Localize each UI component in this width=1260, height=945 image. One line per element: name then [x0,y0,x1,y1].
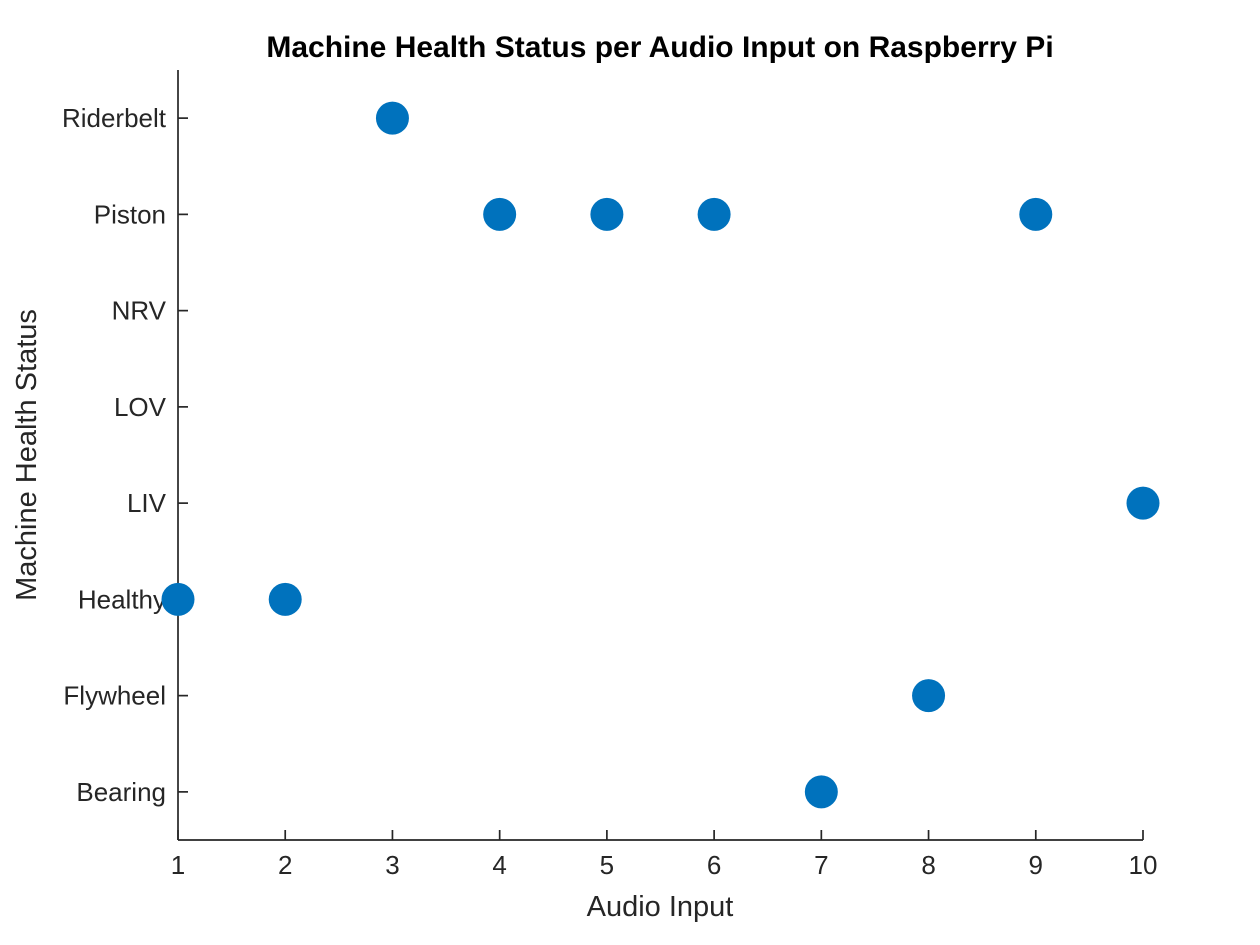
x-axis-label: Audio Input [587,891,734,923]
scatter-point [1126,486,1160,520]
x-tick-label: 2 [278,850,292,880]
y-tick-label: NRV [112,296,167,326]
x-tick-label: 9 [1029,850,1043,880]
scatter-point [804,775,838,809]
y-tick-labels: Riderbelt Piston NRV LOV LIV Healthy Flywheel B… [62,103,167,807]
x-tick-label: 5 [600,850,614,880]
x-tick-label: 7 [814,850,828,880]
scatter-point [590,197,624,231]
x-tick-label: 4 [492,850,506,880]
data-points [161,101,1160,809]
x-tick-label: 3 [385,850,399,880]
y-tick-label: Healthy [78,584,166,614]
x-tick-label: 6 [707,850,721,880]
x-tick-labels: 1 2 3 4 5 6 7 8 9 10 [171,850,1158,880]
y-tick-label: LOV [114,392,167,422]
chart-title: Machine Health Status per Audio Input on… [266,31,1053,64]
scatter-point [1019,197,1053,231]
y-tick-label: Riderbelt [62,103,167,133]
scatter-point [375,101,409,135]
scatter-point [268,582,302,616]
y-tick-label: Bearing [76,777,166,807]
x-tick-label: 10 [1129,850,1158,880]
y-tick-label: LIV [127,488,167,518]
scatter-point [483,197,517,231]
y-tick-label: Flywheel [63,681,166,711]
y-tick-label: Piston [94,199,166,229]
x-tick-label: 1 [171,850,185,880]
axes [177,70,1144,841]
y-axis-label: Machine Health Status [11,309,43,601]
scatter-point [912,679,946,713]
scatter-point [161,582,195,616]
x-tick-label: 8 [921,850,935,880]
scatter-point [697,197,731,231]
